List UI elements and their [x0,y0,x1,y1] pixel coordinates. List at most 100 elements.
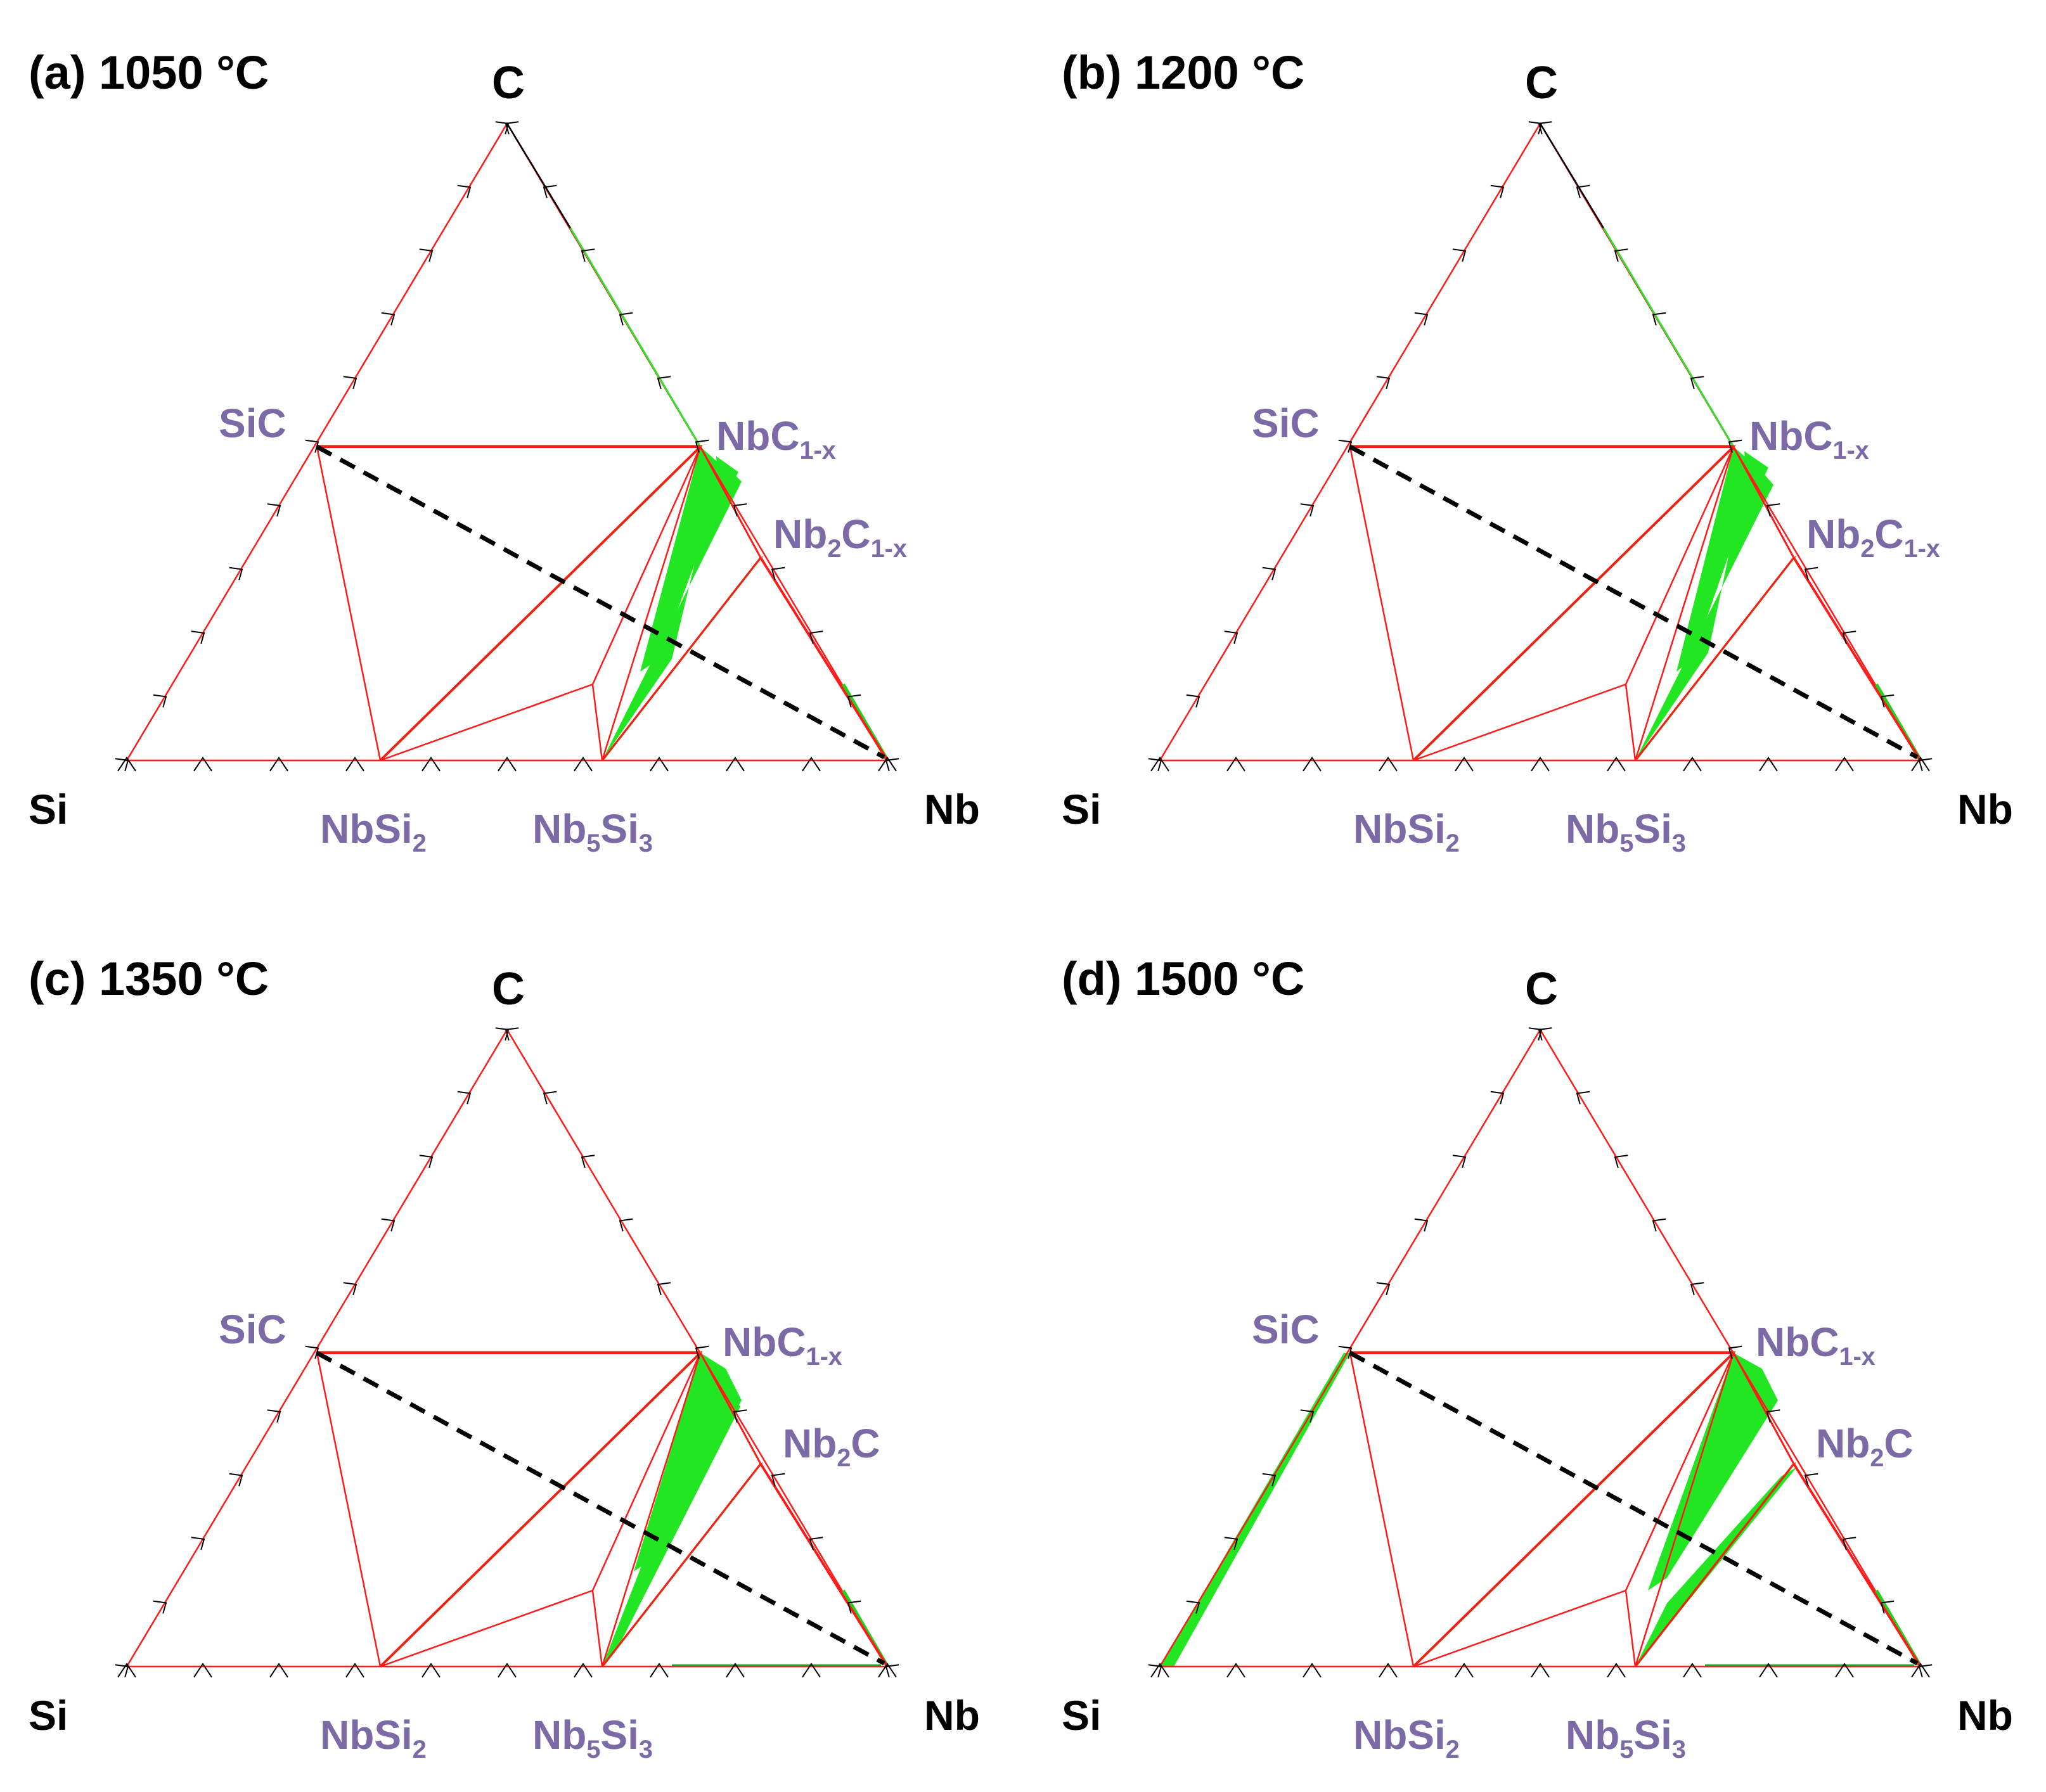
phase-label-nbsi2: NbSi2 [320,806,427,857]
axis-tick [1150,756,1169,772]
vertex-label-left: Si [1062,786,1101,833]
phase-label-nbc: NbC1-x [1756,1319,1876,1371]
axis-tick [1576,184,1590,198]
phase-label-sic: SiC [219,1307,286,1352]
tie-line [1415,445,1736,760]
axis-tick [498,1662,517,1678]
phase-boundary [601,446,702,761]
axis-tick [115,758,129,772]
axis-tick [1186,1600,1200,1614]
axis-tick [574,1662,593,1678]
axis-tick [421,1662,441,1678]
axis-tick [878,1662,897,1678]
two-phase-region [602,459,742,760]
phase-label-nbsi2: NbSi2 [1353,806,1460,857]
phase-label-nb2c: Nb2C [1816,1421,1914,1472]
ternary-panel-d: (d) 1500 °C C Si Nb SiC NbC1-x Nb2C NbSi2 Nb5Si3 [1062,952,2013,1763]
axis-tick [1531,756,1550,772]
axis-tick [657,376,671,390]
edge-segment [569,227,702,447]
axis-tick [619,312,633,326]
axis-tick [505,121,519,135]
phase-label-nbsi2: NbSi2 [320,1712,427,1763]
axis-tick [1262,566,1277,580]
phase-boundary [380,1589,593,1668]
axis-tick [267,1409,281,1423]
axis-tick [1576,1091,1590,1104]
tie-line [382,445,703,760]
axis-tick [1376,376,1391,390]
axis-tick [878,756,897,772]
axis-tick [1186,694,1200,708]
phase-label-sic: SiC [1252,1307,1320,1352]
axis-tick [1150,1662,1169,1678]
phase-label-nbsi2: NbSi2 [1353,1712,1460,1763]
axis-tick [1759,756,1778,772]
axis-tick [1224,1537,1239,1551]
axis-tick [726,756,745,772]
axis-tick [657,1282,671,1296]
axis-tick [229,1473,243,1487]
phase-boundary [699,446,762,558]
axis-tick [1148,758,1162,772]
two-phase-region [1744,451,1768,507]
two-phase-region [640,447,729,672]
axis-tick [267,503,281,517]
axis-tick [153,694,167,708]
axis-tick [117,1662,136,1678]
phase-boundary [316,1352,382,1667]
phase-boundary [1413,683,1626,762]
axis-tick [1614,1155,1628,1168]
axis-tick [1338,1345,1353,1359]
phase-boundary [591,1590,603,1667]
axis-tick [1690,1282,1704,1296]
vertex-label-top: C [492,964,525,1014]
axis-tick [1262,1473,1277,1487]
vertex-label-right: Nb [924,786,980,833]
phase-label-nb2c: Nb2C [783,1421,880,1472]
edge-segment [1602,227,1735,447]
vertex-label-left: Si [29,786,68,833]
axis-tick [1728,439,1742,453]
phase-boundary [1413,1589,1626,1668]
axis-tick [191,630,205,644]
axis-tick [343,1282,357,1296]
phase-boundary [1792,556,1922,762]
phase-boundary [1732,446,1795,558]
axis-tick [1804,566,1818,580]
phase-label-nb5si3: Nb5Si3 [532,1712,653,1763]
axis-tick [1303,756,1322,772]
axis-tick [419,1155,434,1168]
axis-tick [1614,248,1628,262]
axis-tick [1880,1600,1895,1614]
axis-tick [1490,1091,1505,1104]
phase-boundary [1349,1352,1415,1667]
axis-tick [619,1218,633,1232]
tie-line [1415,1351,1736,1666]
phase-boundary [1349,446,1415,761]
axis-tick [802,756,821,772]
vertex-label-right: Nb [1957,786,2013,833]
axis-tick [115,1664,129,1678]
phase-label-nbc: NbC1-x [716,413,836,464]
axis-tick [1490,184,1505,198]
axis-tick [193,1662,212,1678]
axis-tick [345,756,364,772]
axis-tick [343,376,357,390]
dashed-section-line [316,1350,885,1666]
axis-tick [193,756,212,772]
phase-label-nb5si3: Nb5Si3 [1566,1712,1686,1763]
axis-tick [695,439,709,453]
axis-tick [1766,1409,1780,1423]
axis-tick [1300,1409,1315,1423]
edge-segment [1539,123,1605,229]
axis-tick [1918,758,1933,772]
phase-label-nb2c: Nb2C1-x [1806,511,1940,563]
phase-boundary [601,557,762,761]
axis-tick [421,756,441,772]
axis-tick [1911,756,1930,772]
phase-boundary [1634,1463,1795,1667]
dashed-section-line [1349,444,1919,760]
ternary-panel-c: (c) 1350 °C C Si Nb SiC NbC1-x Nb2C NbSi2 Nb5Si3 [29,952,980,1763]
